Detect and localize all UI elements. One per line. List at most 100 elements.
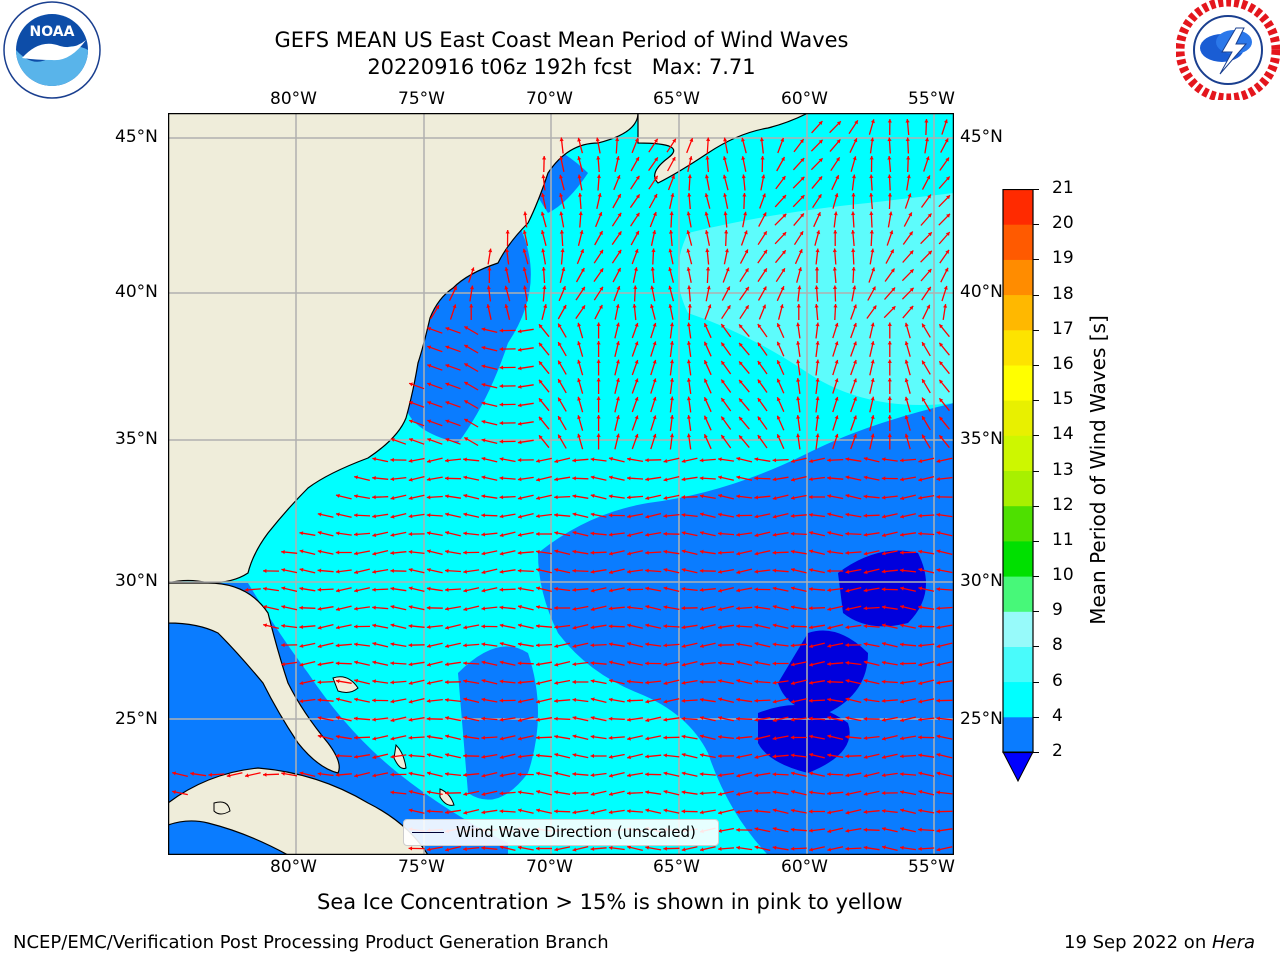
wave-arrowhead — [772, 845, 777, 850]
colorbar-tick-label: 16 — [1052, 353, 1074, 374]
wave-arrowhead — [809, 606, 813, 611]
wave-arrowhead — [944, 267, 949, 272]
wave-arrowhead — [541, 248, 546, 253]
wave-arrowhead — [943, 304, 948, 308]
wave-arrowhead — [757, 379, 762, 384]
wave-arrowhead — [900, 477, 904, 482]
wave-arrowhead — [761, 174, 766, 179]
wave-arrowhead — [562, 286, 566, 291]
colorbar-band — [1003, 470, 1033, 507]
wave-arrowhead — [517, 586, 522, 591]
wave-arrowhead — [909, 231, 913, 236]
wave-arrowhead — [936, 662, 941, 667]
wave-arrowhead — [580, 249, 584, 254]
wave-arrowhead — [881, 587, 886, 592]
wave-arrowhead — [681, 586, 686, 591]
wave-arrowhead — [900, 623, 904, 628]
wave-arrowhead — [776, 341, 781, 346]
wave-arrowhead — [486, 304, 491, 308]
wave-arrowhead — [742, 193, 747, 197]
wave-arrowhead — [654, 175, 658, 180]
wave-arrowhead — [190, 771, 194, 776]
colorbar-tick-label: 19 — [1052, 248, 1074, 269]
wave-arrowhead — [745, 286, 749, 291]
wave-arrowhead — [791, 495, 795, 500]
lon-label-bottom-70w: 70°W — [526, 857, 573, 877]
wave-arrowhead — [827, 476, 831, 481]
ocean-blue-southeast — [538, 403, 954, 855]
wave-arrowhead — [408, 771, 413, 776]
wave-arrowhead — [922, 416, 926, 421]
wave-arrowhead — [700, 531, 704, 535]
wave-arrowhead — [481, 642, 486, 647]
wave-arrowhead — [481, 697, 486, 702]
wave-arrowhead — [354, 570, 359, 575]
wave-arrowhead — [736, 456, 741, 461]
wave-arrowhead — [882, 827, 886, 832]
wave-arrowhead — [780, 286, 785, 291]
wave-arrowhead — [517, 661, 522, 666]
wave-arrowhead — [499, 587, 504, 592]
wave-arrowhead — [481, 660, 486, 665]
wave-arrowhead — [517, 384, 522, 389]
wave-arrowhead — [426, 495, 431, 500]
wave-arrowhead — [427, 680, 431, 685]
wave-arrowhead — [809, 644, 813, 649]
wave-arrowhead — [536, 681, 540, 686]
wave-arrowhead — [663, 789, 668, 794]
wave-arrowhead — [336, 607, 340, 612]
wave-arrowhead — [809, 847, 813, 852]
wave-arrowhead — [504, 304, 509, 309]
wave-arrowhead — [317, 680, 322, 685]
wave-arrowhead — [645, 772, 649, 777]
wave-arrowhead — [372, 476, 376, 481]
wave-arrowhead — [517, 421, 522, 426]
wave-arrowhead — [827, 734, 832, 739]
wave-arrowhead — [718, 661, 722, 666]
wave-arrowhead — [854, 120, 858, 125]
wave-arrowhead — [900, 514, 904, 519]
wave-arrowhead — [445, 753, 449, 758]
wave-arrowhead — [481, 401, 486, 406]
wave-arrowhead — [499, 439, 504, 444]
wave-arrowhead — [427, 419, 432, 424]
wave-arrowhead — [615, 433, 620, 438]
wave-arrowhead — [754, 845, 759, 850]
wave-arrowhead — [834, 341, 839, 346]
wave-arrowhead — [609, 475, 613, 480]
wave-arrowhead — [908, 212, 912, 217]
wave-arrowhead — [790, 531, 795, 536]
wave-arrowhead — [939, 398, 944, 403]
wave-arrowhead — [481, 419, 486, 424]
wave-arrowhead — [445, 438, 450, 442]
wave-arrowhead — [390, 642, 395, 647]
wave-arrowhead — [558, 397, 562, 402]
lon-label-bottom-55w: 55°W — [908, 857, 955, 877]
wave-arrowhead — [754, 569, 759, 574]
wave-arrowhead — [609, 660, 613, 665]
wave-arrowhead — [772, 718, 777, 723]
wave-arrowhead — [790, 753, 795, 758]
wave-arrowhead — [598, 212, 603, 216]
wave-arrowhead — [918, 771, 923, 776]
wave-arrowhead — [499, 384, 504, 389]
colorbar-band — [1003, 400, 1033, 436]
wave-arrowhead — [790, 846, 795, 851]
wave-arrowhead — [445, 568, 449, 573]
wave-arrowhead — [615, 341, 620, 345]
wave-arrowhead — [536, 477, 541, 482]
wave-arrowhead — [939, 342, 944, 347]
wave-arrowhead — [615, 322, 620, 327]
wave-arrowhead — [541, 193, 546, 197]
wave-arrowhead — [608, 606, 613, 611]
wave-arrowhead — [945, 176, 950, 181]
wave-arrowhead — [870, 433, 875, 438]
wave-arrowhead — [718, 588, 722, 593]
wave-arrowhead — [863, 697, 868, 702]
wave-arrowhead — [627, 514, 631, 519]
wave-arrowhead — [523, 285, 527, 290]
wave-arrowhead — [445, 791, 449, 796]
wave-arrowhead — [281, 605, 286, 609]
wave-arrowhead — [499, 476, 504, 481]
wave-arrowhead — [390, 736, 395, 741]
